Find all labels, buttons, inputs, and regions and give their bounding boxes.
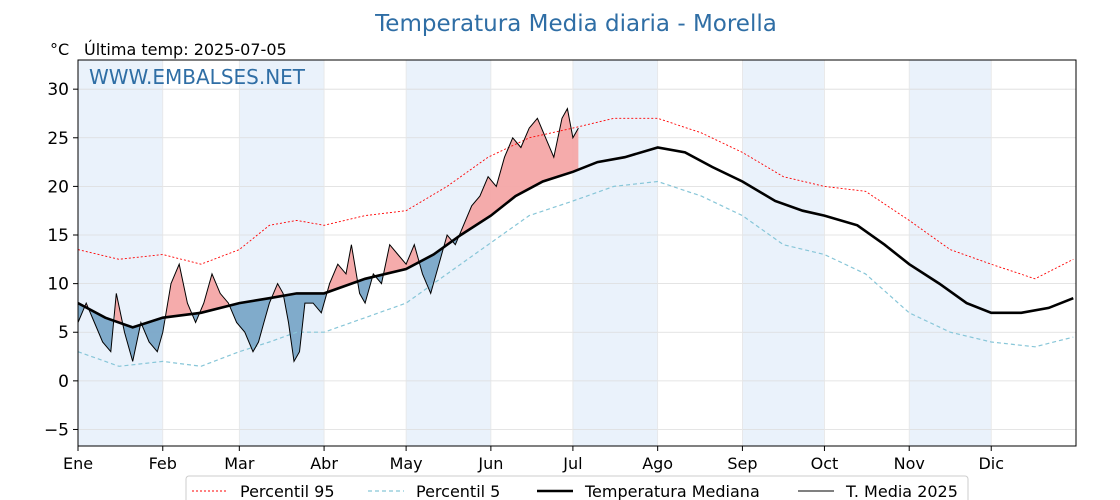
legend-box — [185, 475, 969, 500]
chart-title: Temperatura Media diaria - Morella — [374, 11, 777, 37]
x-tick-label: Jun — [477, 454, 503, 473]
last-temp-label: Última temp: 2025-07-05 — [84, 40, 287, 59]
x-tick-label: Ene — [63, 454, 93, 473]
x-tick-label: Nov — [894, 454, 925, 473]
x-tick-label: Sep — [727, 454, 757, 473]
month-band — [406, 60, 491, 446]
legend-label: T. Media 2025 — [845, 482, 958, 500]
below-median-fill — [284, 292, 327, 362]
y-tick-label: 25 — [47, 129, 69, 149]
legend-label: Temperatura Mediana — [584, 482, 760, 500]
x-tick-label: Jul — [562, 454, 582, 473]
above-median-fill — [459, 108, 579, 236]
above-median-fill — [272, 283, 284, 298]
y-tick-label: 15 — [47, 226, 69, 246]
above-median-fill — [165, 264, 192, 318]
x-tick-label: May — [390, 454, 423, 473]
x-tick-label: Oct — [811, 454, 839, 473]
watermark: WWW.EMBALSES.NET — [89, 65, 306, 89]
series-line-percentil-95 — [77, 117, 1074, 280]
y-tick-label: 10 — [47, 275, 69, 295]
below-median-fill — [142, 317, 165, 352]
month-band — [78, 60, 163, 446]
x-tick-label: Dic — [978, 454, 1004, 473]
legend-label: Percentil 5 — [416, 482, 500, 500]
below-median-fill — [192, 313, 199, 323]
y-tick-label: 20 — [47, 177, 69, 197]
legend: Percentil 95 Percentil 5 Temperatura Media… — [185, 475, 969, 500]
month-band — [239, 60, 325, 446]
series-line-mediana — [77, 146, 1074, 329]
plot-area: −5 0 5 10 15 20 25 30 Ene Feb Mar Abr May Jun Jul Ago Se… — [44, 59, 1077, 473]
month-band — [909, 60, 992, 446]
x-tick-label: Mar — [224, 454, 255, 473]
below-median-fill — [123, 323, 140, 362]
series-line-percentil-5 — [77, 180, 1074, 367]
month-band — [572, 60, 658, 446]
month-band — [742, 60, 825, 446]
x-tick-label: Ago — [642, 454, 673, 473]
unit-label: °C — [50, 40, 69, 59]
series-line-2025 — [77, 107, 579, 363]
y-tick-label: −5 — [44, 420, 69, 440]
x-tick-label: Abr — [310, 454, 338, 473]
above-median-fill — [199, 273, 229, 313]
below-median-fill — [229, 297, 271, 352]
above-median-fill — [114, 293, 122, 324]
y-tick-label: 0 — [58, 372, 69, 392]
y-tick-label: 5 — [58, 323, 69, 343]
plot-frame — [77, 59, 1077, 447]
below-median-fill — [78, 303, 84, 323]
legend-label: Percentil 95 — [240, 482, 335, 500]
y-tick-label: 30 — [47, 80, 69, 100]
x-tick-label: Feb — [149, 454, 177, 473]
